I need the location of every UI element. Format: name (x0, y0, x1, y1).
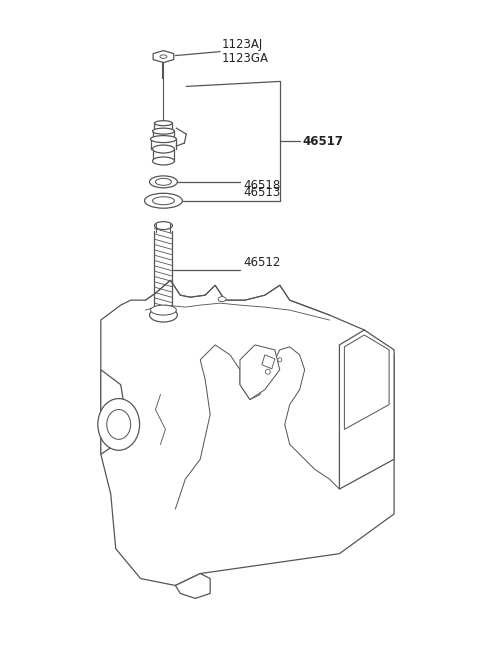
Ellipse shape (144, 193, 182, 208)
Text: 1123GA: 1123GA (222, 52, 269, 65)
Ellipse shape (150, 308, 178, 322)
Ellipse shape (155, 221, 172, 229)
Polygon shape (101, 280, 394, 586)
Ellipse shape (150, 176, 178, 188)
Polygon shape (262, 355, 275, 369)
Ellipse shape (156, 178, 171, 185)
Polygon shape (153, 50, 174, 62)
Ellipse shape (155, 121, 172, 126)
Text: 46518: 46518 (243, 179, 280, 193)
Text: 46517: 46517 (302, 134, 344, 147)
Ellipse shape (218, 297, 226, 302)
Polygon shape (339, 330, 394, 489)
Ellipse shape (153, 196, 174, 205)
Ellipse shape (153, 145, 174, 153)
Ellipse shape (151, 136, 176, 143)
Ellipse shape (151, 305, 176, 315)
Ellipse shape (107, 409, 131, 440)
Ellipse shape (278, 358, 282, 362)
Text: 1123AJ: 1123AJ (222, 38, 264, 51)
Text: 46513: 46513 (243, 186, 280, 199)
Ellipse shape (98, 399, 140, 450)
Text: 46512: 46512 (243, 256, 280, 269)
Ellipse shape (160, 55, 167, 58)
Polygon shape (101, 370, 126, 455)
Ellipse shape (153, 157, 174, 165)
Polygon shape (344, 335, 389, 430)
Polygon shape (240, 345, 280, 400)
Polygon shape (175, 574, 210, 599)
Ellipse shape (153, 128, 174, 134)
Ellipse shape (265, 369, 270, 374)
